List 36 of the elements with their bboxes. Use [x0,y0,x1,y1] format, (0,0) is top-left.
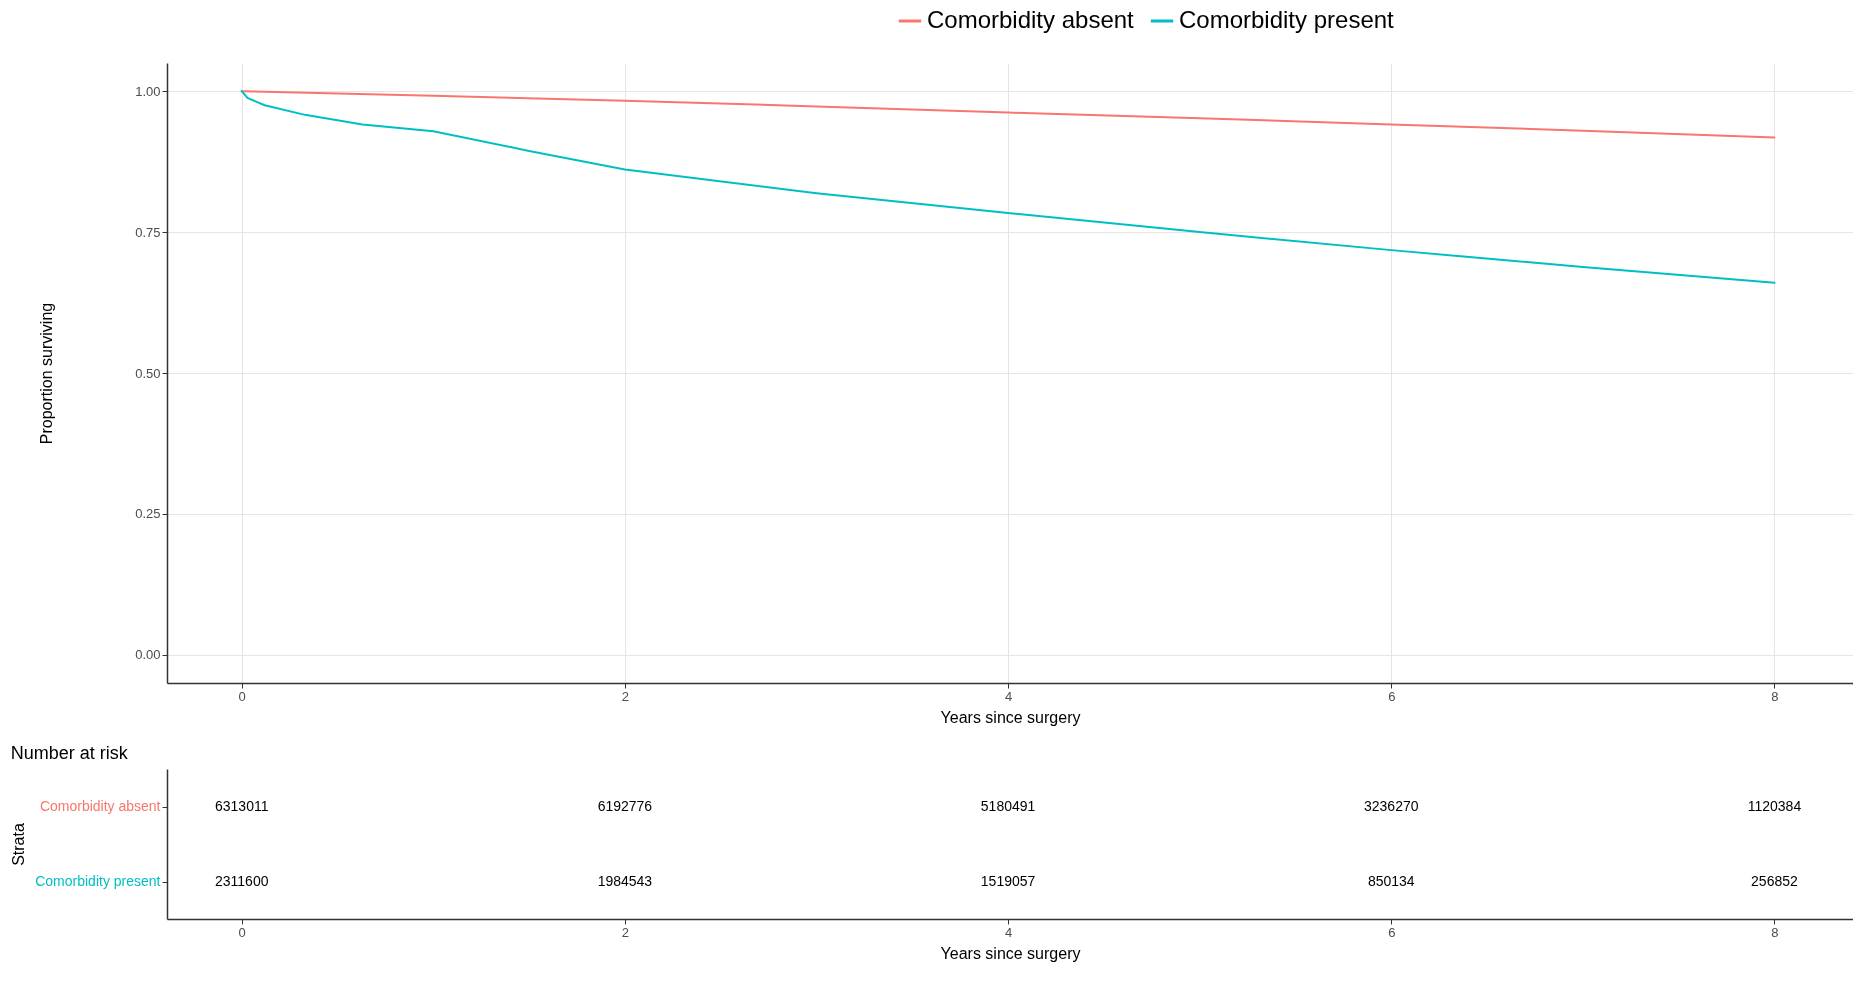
y-tick-label: 0.75 [135,224,161,240]
x-tick-label: 4 [1004,688,1013,704]
chart-title: Number at risk [10,743,129,763]
legend-label: Comorbidity absent [927,6,1135,33]
y-tick-label: 0.50 [135,365,161,381]
x-tick-label: 2 [621,924,630,940]
data-label: 1984543 [597,872,653,889]
line-series [240,90,1776,284]
x-tick-label: 0 [238,688,246,704]
data-label: 6192776 [597,797,653,814]
data-label: 2311600 [214,872,269,889]
y-tick-label: 0.25 [135,506,161,522]
x-tick-label: 2 [621,688,630,704]
data-label: 850134 [1367,872,1415,889]
data-label: 1519057 [980,872,1036,889]
legend-label: Comorbidity present [1179,6,1395,33]
y-axis-title: Strata [10,823,28,866]
y-tick-label: 1.00 [135,83,161,99]
data-label: 1120384 [1747,797,1802,814]
y-tick-label: 0.00 [135,647,161,663]
x-tick-label: 0 [238,924,246,940]
line-series [240,90,1776,139]
x-tick-label: 6 [1388,924,1396,940]
x-tick-label: 8 [1771,688,1779,704]
data-label: 5180491 [980,797,1036,814]
x-tick-label: 8 [1771,924,1779,940]
data-label: 3236270 [1364,797,1419,814]
data-label: 256852 [1751,872,1799,889]
x-tick-label: 6 [1388,688,1396,704]
y-tick-label: Comorbidity present [35,873,161,889]
y-axis-title: Proportion surviving [38,302,56,445]
x-axis-title: Years since surgery [940,944,1081,962]
data-label: 6313011 [214,797,269,814]
x-axis-title: Years since surgery [940,708,1081,726]
x-tick-label: 4 [1004,924,1013,940]
y-tick-label: Comorbidity absent [39,798,161,814]
